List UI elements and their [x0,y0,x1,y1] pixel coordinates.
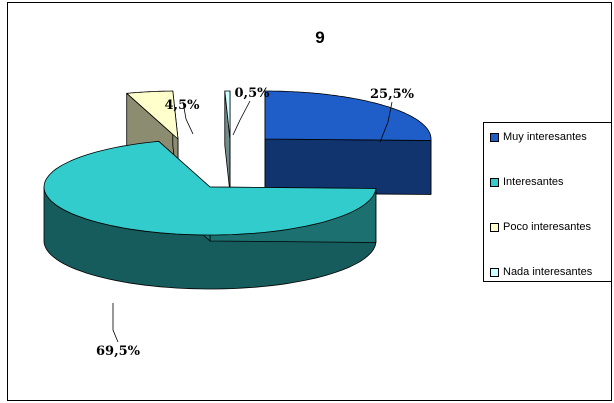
legend-swatch [490,177,499,187]
data-label: 25,5% [370,87,415,102]
leader-line [112,303,119,343]
pie-slice [43,140,377,290]
legend-label: Poco interesantes [503,221,592,233]
leader-line [379,101,393,143]
pie-slice [264,90,432,195]
leader-line [232,100,251,136]
legend-swatch [490,132,499,142]
legend-swatch [490,267,499,277]
legend-item-muy-interesantes: Muy interesantes [490,130,587,144]
chart-legend: Muy interesantes Interesantes Poco inter… [483,122,612,282]
legend-label: Nada interesantes [503,266,593,278]
data-label: 69,5% [96,344,141,359]
legend-label: Interesantes [503,176,564,188]
pie-slice [224,90,231,194]
legend-item-interesantes: Interesantes [490,175,564,189]
legend-swatch [490,222,499,232]
data-label: 0,5% [235,86,271,101]
leader-line [182,101,194,135]
legend-item-poco-interesantes: Poco interesantes [490,220,591,234]
legend-item-nada-interesantes: Nada interesantes [490,265,592,279]
data-label: 4,5% [165,98,201,113]
chart-title: 9 [315,28,325,47]
legend-label: Muy interesantes [503,131,587,143]
